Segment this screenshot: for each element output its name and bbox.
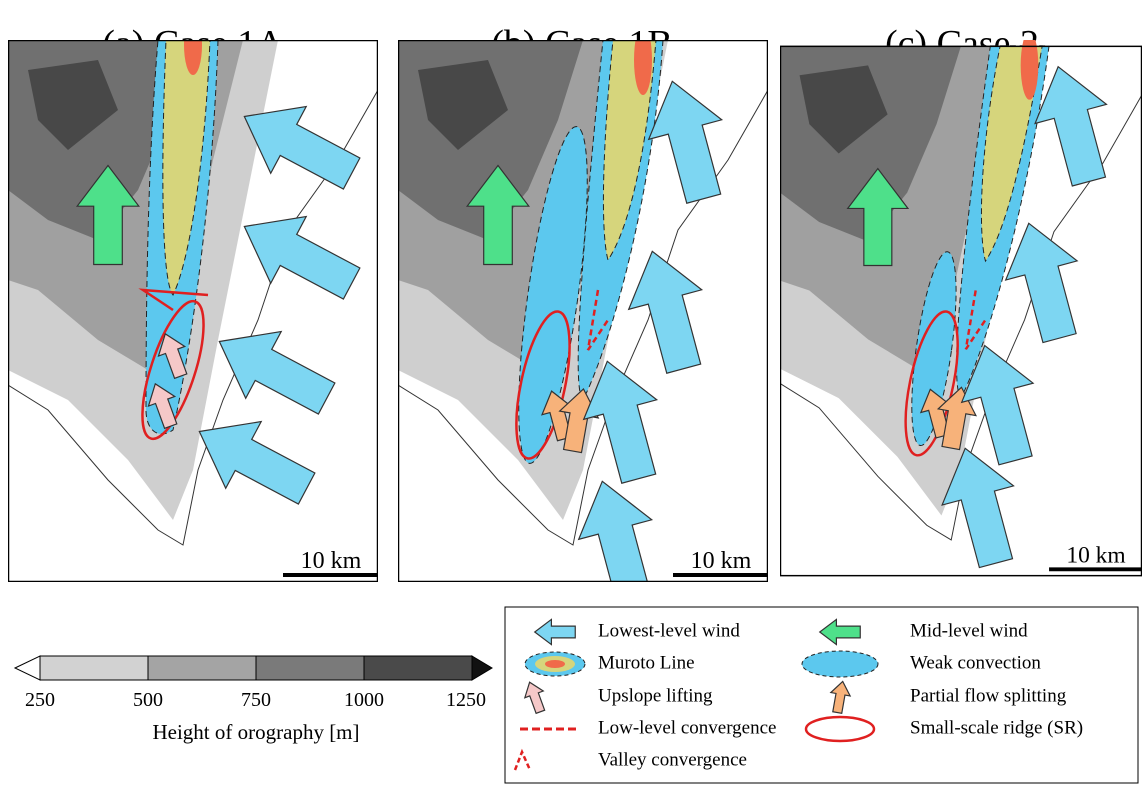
- legend-label: Mid-level wind: [910, 620, 1028, 641]
- legend-label: Partial flow splitting: [910, 685, 1067, 706]
- muroto-line: [162, 40, 211, 296]
- muroto-core: [634, 40, 652, 95]
- legend-label: Weak convection: [910, 652, 1041, 673]
- small-ridge: [141, 299, 205, 441]
- colorbar-tick: 750: [241, 689, 271, 711]
- valley-convergence: [964, 290, 987, 350]
- legend-label: Low-level convergence: [598, 717, 776, 738]
- valley-convergence: [138, 288, 209, 312]
- icon: [513, 748, 532, 771]
- legend-label: Small-scale ridge (SR): [910, 717, 1083, 738]
- panel-frame: [8, 40, 378, 582]
- muroto-core: [1020, 40, 1039, 100]
- small-ridge: [904, 310, 959, 457]
- valley-convergence: [586, 289, 610, 351]
- scale-label: 10 km: [691, 548, 752, 574]
- overlays: [847, 40, 1126, 574]
- legend-label: Upslope lifting: [598, 685, 713, 706]
- weak-convection: [911, 251, 957, 447]
- overlays: [76, 40, 371, 523]
- terrain-1000: [799, 65, 888, 154]
- map-panel: 10 km: [8, 40, 378, 582]
- weak-convection: [518, 126, 588, 464]
- icon: [801, 650, 879, 678]
- terrain-1000: [418, 60, 508, 150]
- coastline: [8, 89, 378, 546]
- legend-label: Valley convergence: [598, 749, 747, 770]
- muroto-line: [980, 45, 1043, 263]
- coastline: [398, 89, 768, 546]
- muroto-core: [184, 40, 202, 75]
- legend-label: Lowest-level wind: [598, 620, 740, 641]
- muroto-line: [602, 40, 657, 262]
- terrain-1000: [28, 60, 118, 150]
- overlays: [466, 40, 741, 582]
- map-panel: 10 km: [780, 40, 1142, 577]
- legend-label: Muroto Line: [598, 652, 695, 673]
- colorbar-tick: 250: [25, 689, 55, 711]
- colorbar-tick: 1250: [446, 689, 486, 711]
- colorbar-tick: 1000: [344, 689, 384, 711]
- colorbar-tick: 500: [133, 689, 163, 711]
- panel-frame: [398, 40, 768, 582]
- icon: [545, 660, 565, 668]
- colorbar: [13, 655, 493, 681]
- colorbar-label: Height of orography [m]: [152, 720, 359, 744]
- scale-label: 10 km: [301, 548, 362, 574]
- legend-box: [504, 606, 1139, 784]
- scale-label: 10 km: [1066, 542, 1125, 568]
- map-panel: 10 km: [398, 40, 768, 582]
- icon: [804, 715, 876, 743]
- small-ridge: [515, 310, 571, 460]
